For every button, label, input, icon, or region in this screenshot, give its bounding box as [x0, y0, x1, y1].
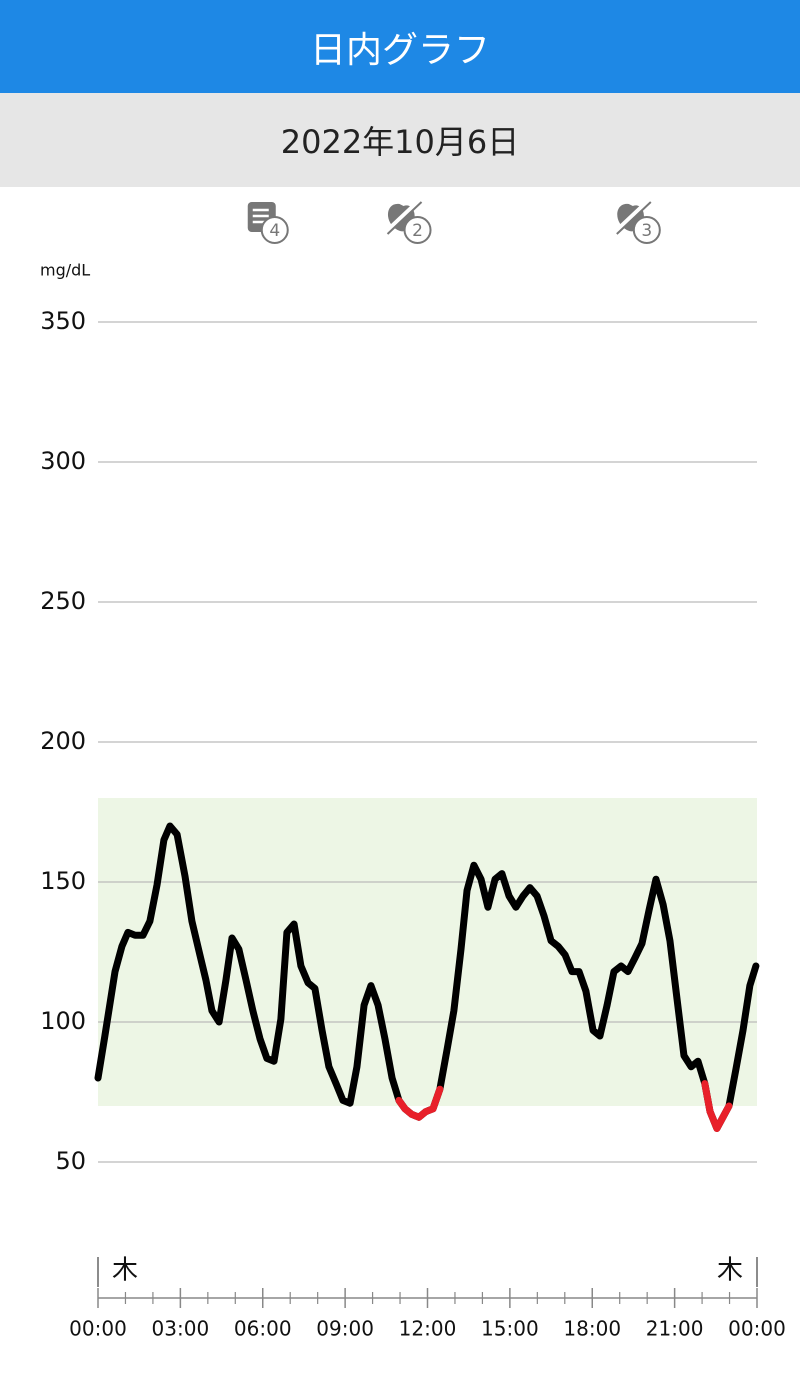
x-tick-label: 12:00	[399, 1317, 457, 1341]
meal-stroke	[384, 198, 421, 234]
x-tick-label: 15:00	[481, 1317, 539, 1341]
event-count: 3	[641, 221, 652, 241]
meal-stroke	[613, 198, 651, 234]
x-tick-label: 00:00	[69, 1317, 127, 1341]
event-icon[interactable]: 4	[247, 202, 289, 244]
target-range	[98, 798, 757, 1106]
day-label: 木	[717, 1256, 743, 1286]
y-tick-label: 250	[40, 587, 86, 615]
event-count: 2	[412, 221, 423, 241]
event-icon[interactable]: 2	[384, 198, 432, 244]
y-tick-label: 350	[40, 307, 86, 335]
date-bar[interactable]: 2022年10月6日	[0, 93, 800, 187]
y-tick-label: 50	[55, 1147, 86, 1175]
y-tick-label: 300	[40, 447, 86, 475]
day-label: 木	[112, 1256, 138, 1286]
count-badge	[403, 216, 432, 244]
meal-stroke	[386, 201, 423, 235]
x-tick-label: 06:00	[234, 1317, 292, 1341]
y-tick-label: 100	[40, 1007, 86, 1035]
low-segment	[429, 1085, 444, 1113]
event-count: 4	[269, 221, 280, 241]
x-tick-label: 09:00	[316, 1317, 374, 1341]
header-title: 日内グラフ	[0, 0, 800, 93]
count-badge	[260, 216, 289, 244]
event-icon[interactable]: 3	[613, 198, 661, 244]
y-tick-label: 150	[40, 867, 86, 895]
chart: mg/dL 50 100 150 200 250 300 350 00:00 03:00 06:0…	[40, 198, 786, 1341]
low-segment	[719, 1102, 733, 1121]
y-unit: mg/dL	[40, 261, 90, 280]
x-tick-label: 21:00	[646, 1317, 704, 1341]
low-segment	[701, 1080, 714, 1116]
meal-stroke	[616, 201, 652, 235]
count-badge	[632, 216, 661, 244]
y-tick-label: 200	[40, 727, 86, 755]
x-tick-label: 00:00	[728, 1317, 786, 1341]
x-tick-label: 18:00	[563, 1317, 621, 1341]
x-tick-label: 03:00	[152, 1317, 210, 1341]
